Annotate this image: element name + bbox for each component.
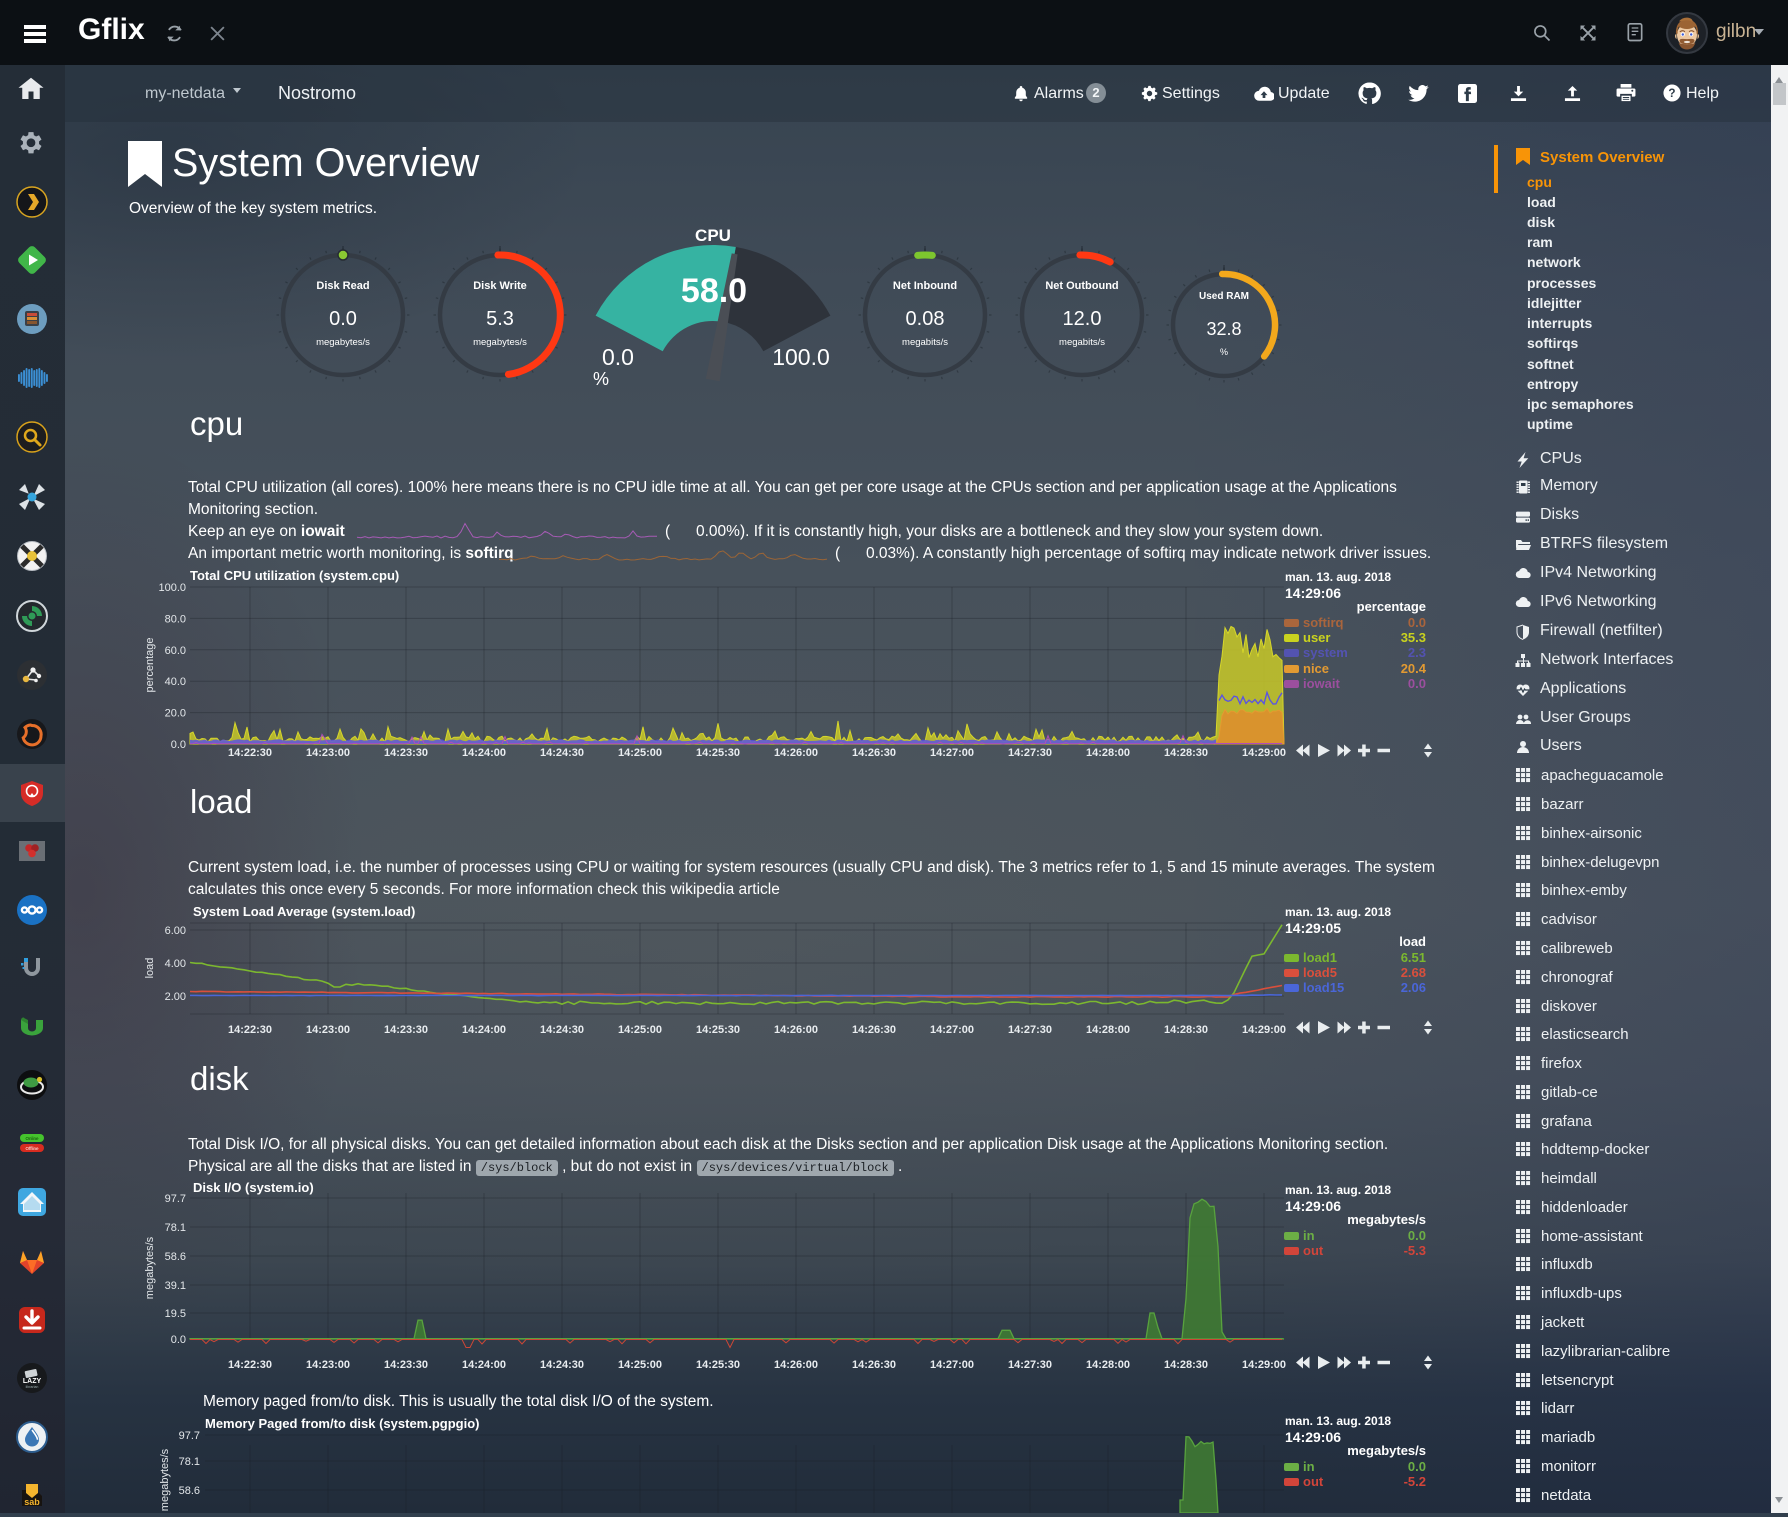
svg-text:load: load <box>144 958 156 979</box>
svg-text:14:24:00: 14:24:00 <box>462 1024 506 1036</box>
svg-text:14:24:30: 14:24:30 <box>540 747 584 759</box>
svg-text:14:28:00: 14:28:00 <box>1086 1359 1130 1371</box>
svg-text:14:28:30: 14:28:30 <box>1164 1024 1208 1036</box>
svg-text:0.0: 0.0 <box>171 1334 186 1346</box>
svg-text:Net Inbound: Net Inbound <box>893 280 957 292</box>
svg-text:percentage: percentage <box>144 637 156 692</box>
svg-text:megabytes/s: megabytes/s <box>144 1236 156 1299</box>
svg-text:5.3: 5.3 <box>486 308 514 330</box>
svg-text:megabits/s: megabits/s <box>902 337 948 348</box>
svg-text:14:29:00: 14:29:00 <box>1242 1024 1286 1036</box>
svg-text:14:26:00: 14:26:00 <box>774 1359 818 1371</box>
svg-text:14:24:30: 14:24:30 <box>540 1024 584 1036</box>
svg-text:58.6: 58.6 <box>165 1251 186 1263</box>
svg-text:14:25:00: 14:25:00 <box>618 747 662 759</box>
svg-text:0.0: 0.0 <box>171 739 186 751</box>
svg-text:?: ? <box>1668 87 1675 100</box>
svg-text:97.7: 97.7 <box>179 1430 200 1442</box>
svg-text:14:22:30: 14:22:30 <box>228 1359 272 1371</box>
svg-text:14:23:00: 14:23:00 <box>306 1024 350 1036</box>
svg-text:14:26:30: 14:26:30 <box>852 1024 896 1036</box>
svg-text:20.0: 20.0 <box>165 708 186 720</box>
svg-text:14:25:30: 14:25:30 <box>696 1359 740 1371</box>
svg-text:megabytes/s: megabytes/s <box>316 337 370 348</box>
svg-text:14:29:00: 14:29:00 <box>1242 747 1286 759</box>
svg-text:2.00: 2.00 <box>165 991 186 1003</box>
svg-text:40.0: 40.0 <box>165 676 186 688</box>
svg-text:Used RAM: Used RAM <box>1199 291 1249 302</box>
svg-text:14:28:30: 14:28:30 <box>1164 747 1208 759</box>
svg-text:14:26:30: 14:26:30 <box>852 747 896 759</box>
svg-text:Online: Online <box>25 1136 39 1141</box>
svg-text:100.0: 100.0 <box>772 344 830 370</box>
svg-text:14:29:00: 14:29:00 <box>1242 1359 1286 1371</box>
svg-text:14:23:00: 14:23:00 <box>306 1359 350 1371</box>
svg-text:sab: sab <box>24 1497 40 1507</box>
svg-text:megabits/s: megabits/s <box>1059 337 1105 348</box>
svg-text:14:28:00: 14:28:00 <box>1086 747 1130 759</box>
svg-text:14:25:30: 14:25:30 <box>696 1024 740 1036</box>
svg-text:14:23:30: 14:23:30 <box>384 1024 428 1036</box>
svg-text:78.1: 78.1 <box>165 1222 186 1234</box>
svg-text:14:25:30: 14:25:30 <box>696 747 740 759</box>
svg-text:%: % <box>593 369 609 389</box>
svg-text:14:22:30: 14:22:30 <box>228 747 272 759</box>
svg-text:14:27:30: 14:27:30 <box>1008 1359 1052 1371</box>
svg-text:14:22:30: 14:22:30 <box>228 1024 272 1036</box>
svg-text:Net Outbound: Net Outbound <box>1045 280 1118 292</box>
svg-text:14:28:00: 14:28:00 <box>1086 1024 1130 1036</box>
svg-text:0.08: 0.08 <box>906 308 945 330</box>
svg-text:0.0: 0.0 <box>602 344 634 370</box>
svg-text:14:27:00: 14:27:00 <box>930 747 974 759</box>
svg-text:14:24:30: 14:24:30 <box>540 1359 584 1371</box>
svg-text:14:27:00: 14:27:00 <box>930 1024 974 1036</box>
svg-text:14:27:30: 14:27:30 <box>1008 1024 1052 1036</box>
svg-text:Disk Read: Disk Read <box>316 280 369 292</box>
svg-text:librarian: librarian <box>26 1385 39 1389</box>
svg-text:14:27:30: 14:27:30 <box>1008 747 1052 759</box>
svg-text:megabytes/s: megabytes/s <box>473 337 527 348</box>
svg-text:4.00: 4.00 <box>165 958 186 970</box>
svg-text:60.0: 60.0 <box>165 645 186 657</box>
svg-text:58.0: 58.0 <box>681 272 747 310</box>
svg-text:14:26:30: 14:26:30 <box>852 1359 896 1371</box>
svg-text:6.00: 6.00 <box>165 925 186 937</box>
svg-text:14:27:00: 14:27:00 <box>930 1359 974 1371</box>
svg-text:12.0: 12.0 <box>1063 308 1102 330</box>
svg-text:0.0: 0.0 <box>329 308 357 330</box>
svg-text:78.1: 78.1 <box>179 1456 200 1468</box>
svg-text:14:28:30: 14:28:30 <box>1164 1359 1208 1371</box>
svg-text:14:23:00: 14:23:00 <box>306 747 350 759</box>
svg-text:megabytes/s: megabytes/s <box>159 1448 171 1511</box>
svg-text:LAZY: LAZY <box>23 1378 42 1385</box>
svg-text:%: % <box>1220 347 1228 357</box>
svg-text:Disk Write: Disk Write <box>473 280 527 292</box>
svg-text:14:24:00: 14:24:00 <box>462 1359 506 1371</box>
svg-text:14:25:00: 14:25:00 <box>618 1359 662 1371</box>
svg-text:14:26:00: 14:26:00 <box>774 747 818 759</box>
svg-text:CPU: CPU <box>695 226 731 245</box>
svg-text:80.0: 80.0 <box>165 613 186 625</box>
svg-text:14:25:00: 14:25:00 <box>618 1024 662 1036</box>
svg-text:14:23:30: 14:23:30 <box>384 747 428 759</box>
svg-text:14:23:30: 14:23:30 <box>384 1359 428 1371</box>
svg-text:32.8: 32.8 <box>1206 319 1241 339</box>
svg-text:14:26:00: 14:26:00 <box>774 1024 818 1036</box>
svg-text:39.1: 39.1 <box>165 1280 186 1292</box>
svg-text:19.5: 19.5 <box>165 1308 186 1320</box>
svg-text:14:24:00: 14:24:00 <box>462 747 506 759</box>
svg-text:58.6: 58.6 <box>179 1485 200 1497</box>
svg-text:97.7: 97.7 <box>165 1193 186 1205</box>
svg-text:100.0: 100.0 <box>158 582 186 594</box>
svg-text:Offline: Offline <box>26 1146 39 1151</box>
